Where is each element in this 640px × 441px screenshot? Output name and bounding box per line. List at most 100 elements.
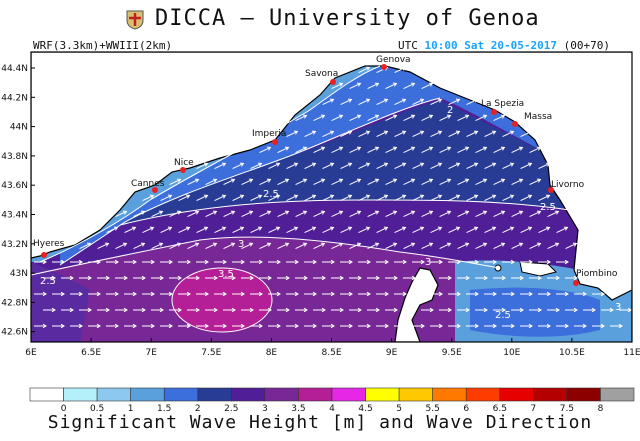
- wave-arrowhead: [582, 323, 587, 329]
- wave-arrow: [439, 211, 451, 217]
- wave-zone-3-5: [172, 268, 272, 332]
- wave-arrow: [241, 243, 253, 249]
- wave-arrowhead: [437, 98, 443, 103]
- wave-arrowhead: [231, 307, 236, 313]
- wave-arrowhead: [312, 259, 317, 265]
- colorbar-cell: [163, 387, 199, 402]
- wave-arrowhead: [266, 242, 272, 247]
- wave-arrowhead: [492, 291, 497, 297]
- wave-arrowhead: [266, 146, 272, 151]
- wave-arrowhead: [213, 307, 218, 313]
- wave-arrowhead: [347, 162, 353, 167]
- wave-arrow: [331, 115, 343, 121]
- wave-arrow: [232, 163, 244, 169]
- wave-arrowhead: [356, 210, 362, 215]
- wave-arrow: [160, 227, 172, 233]
- colorbar-cell: [231, 387, 266, 402]
- wave-arrowhead: [321, 275, 326, 281]
- wave-arrowhead: [141, 307, 146, 313]
- wave-arrowhead: [276, 259, 281, 265]
- wave-arrowhead: [419, 162, 425, 167]
- wave-arrowhead: [428, 114, 434, 119]
- wave-arrow: [340, 131, 352, 137]
- wave-arrow: [358, 67, 370, 73]
- wave-arrow: [340, 163, 352, 169]
- wave-arrowhead: [438, 291, 443, 297]
- wave-arrowhead: [401, 194, 407, 199]
- colorbar-tick-label: 1: [128, 404, 134, 414]
- wave-arrowhead: [320, 242, 326, 247]
- wave-arrowhead: [347, 226, 353, 231]
- wave-arrowhead: [149, 194, 155, 199]
- wave-arrowhead: [311, 130, 317, 135]
- wave-arrowhead: [500, 178, 506, 183]
- wave-arrowhead: [383, 226, 389, 231]
- wave-arrow: [394, 131, 406, 137]
- colorbar-cell: [432, 387, 467, 402]
- wave-arrowhead: [365, 66, 371, 71]
- y-tick-label: 44.4N: [1, 64, 28, 74]
- x-tick-label: 8.5E: [322, 348, 342, 358]
- wave-arrowhead: [212, 210, 218, 215]
- colorbar-cell: [398, 387, 433, 402]
- wave-arrow: [502, 163, 514, 169]
- wave-arrow: [304, 131, 316, 137]
- wave-arrowhead: [203, 226, 209, 231]
- wave-arrowhead: [464, 242, 470, 247]
- wave-arrowhead: [293, 162, 299, 167]
- wave-arrowhead: [366, 259, 371, 265]
- wave-arrow: [214, 195, 226, 201]
- city-marker: [381, 64, 387, 70]
- wave-arrowhead: [338, 82, 344, 87]
- wave-arrow: [133, 211, 145, 217]
- contour-label: 2: [447, 105, 453, 116]
- wave-arrow: [529, 179, 541, 185]
- wave-arrow: [322, 227, 334, 233]
- wave-arrowhead: [294, 291, 299, 297]
- wave-arrowhead: [141, 275, 146, 281]
- wave-arrow: [295, 115, 307, 121]
- wave-arrowhead: [285, 275, 290, 281]
- wave-arrowhead: [536, 210, 542, 215]
- colorbar-tick-label: 3: [262, 404, 268, 414]
- wave-arrowhead: [420, 291, 425, 297]
- wave-arrowhead: [473, 98, 479, 103]
- wave-arrow: [304, 163, 316, 169]
- wave-arrowhead: [564, 291, 569, 297]
- wave-direction-arrows: [34, 66, 632, 329]
- forecast-hour: 10:00: [424, 39, 458, 52]
- forecast-date: Sat 20-05-2017: [464, 39, 557, 52]
- wave-arrow: [538, 195, 550, 201]
- wave-arrowhead: [42, 259, 47, 265]
- wave-arrowhead: [447, 307, 452, 313]
- city-marker: [152, 187, 158, 193]
- wave-arrow: [484, 163, 496, 169]
- wave-arrowhead: [78, 291, 83, 297]
- wave-arrowhead: [410, 114, 416, 119]
- colorbar-tick-label: 8: [598, 404, 604, 414]
- wave-arrowhead: [177, 275, 182, 281]
- wave-arrow: [403, 243, 415, 249]
- wave-arrow: [178, 227, 190, 233]
- wave-arrowhead: [384, 323, 389, 329]
- wave-arrowhead: [473, 162, 479, 167]
- wave-arrowhead: [492, 323, 497, 329]
- city-marker: [272, 139, 278, 145]
- wave-arrowhead: [140, 242, 146, 247]
- wave-arrowhead: [176, 178, 182, 183]
- wave-arrowhead: [194, 242, 200, 247]
- wave-arrow: [358, 163, 370, 169]
- colorbar-tick-label: 5.5: [426, 404, 440, 414]
- wave-arrowhead: [428, 146, 434, 151]
- wave-arrow: [439, 243, 451, 249]
- wave-arrow: [124, 227, 136, 233]
- wave-arrowhead: [87, 307, 92, 313]
- wave-arrow: [376, 195, 388, 201]
- wave-arrowhead: [258, 323, 263, 329]
- wave-arrowhead: [500, 210, 506, 215]
- wave-arrowhead: [248, 178, 254, 183]
- contour-label: 3: [590, 264, 596, 275]
- wave-arrowhead: [222, 291, 227, 297]
- wave-arrowhead: [482, 146, 488, 151]
- wave-arrow: [115, 243, 127, 249]
